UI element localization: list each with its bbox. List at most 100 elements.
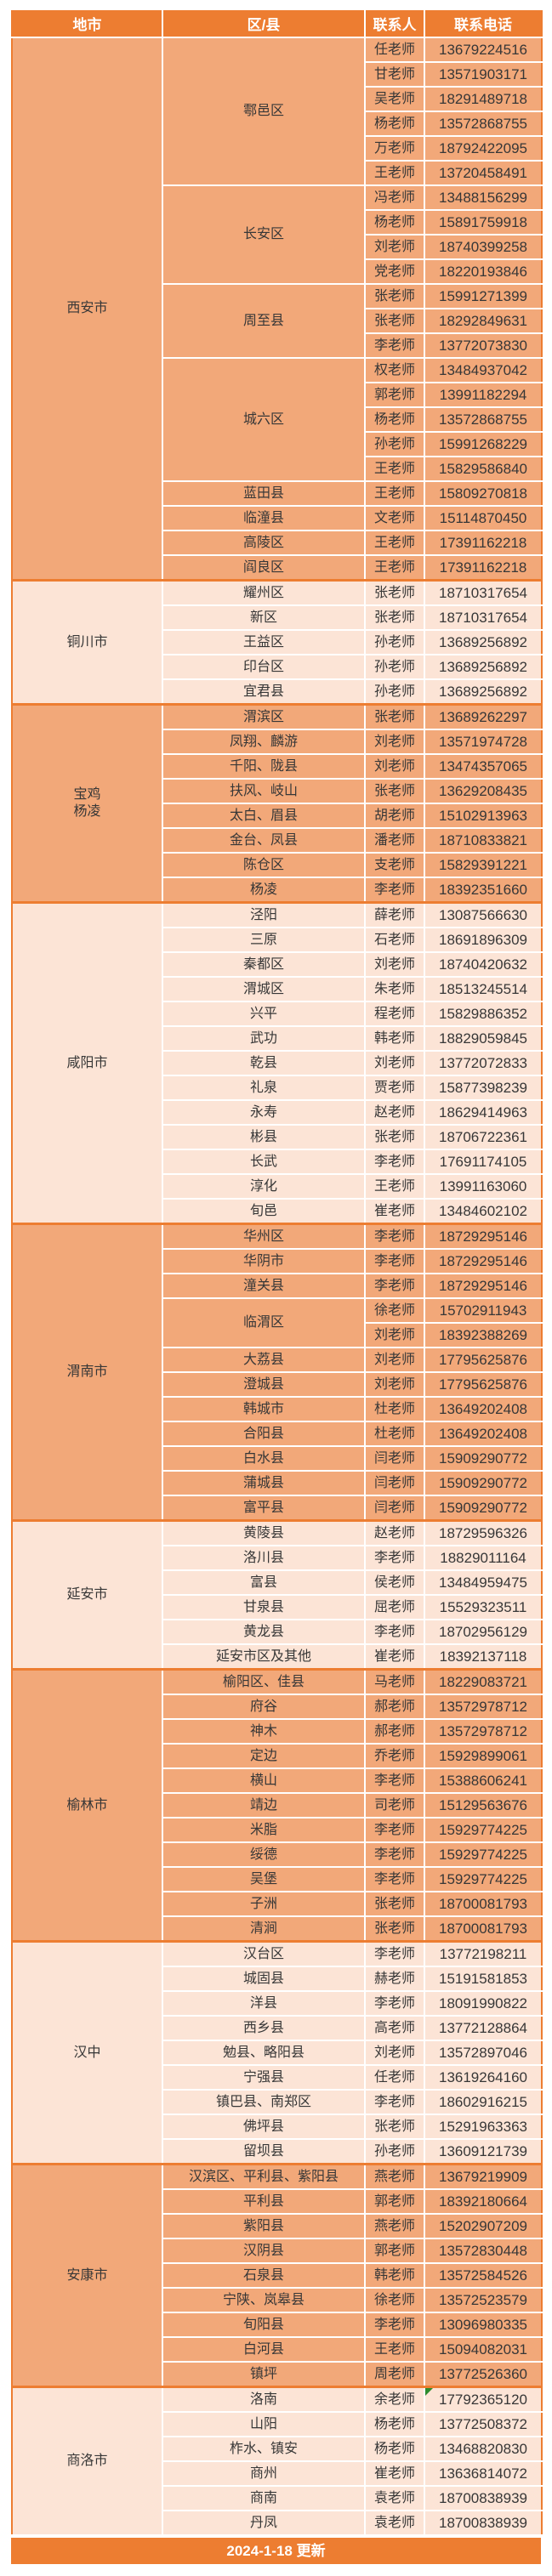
- phone-cell: 18729295146: [424, 1273, 543, 1299]
- contact-person-cell: 李老师: [364, 1866, 425, 1892]
- district-cell: 黄陵县: [162, 1519, 366, 1546]
- table-row: 武功 韩老师 18829059845: [12, 1025, 543, 1052]
- table-row: 洛川县 李老师 18829011164: [12, 1545, 543, 1571]
- header-cell-city: 地市: [11, 10, 163, 38]
- table-row: 凤翔、麟游 刘老师 13571974728: [12, 729, 543, 755]
- district-cell: 长武: [162, 1149, 366, 1175]
- table-row: 城固县 赫老师 15191581853: [12, 1966, 543, 1992]
- table-row: 扶风、岐山 张老师 13629208435: [12, 778, 543, 804]
- phone-cell: 13572978712: [424, 1694, 543, 1720]
- contact-person-cell: 甘老师: [364, 61, 425, 88]
- phone-cell: 18792422095: [424, 135, 543, 162]
- phone-number: 13488156299: [438, 189, 527, 206]
- phone-number: 18702956129: [438, 1623, 527, 1640]
- phone-number: 13649202408: [438, 1425, 527, 1442]
- phone-number: 15909290772: [438, 1499, 527, 1516]
- table-row: 清涧 张老师 18700081793: [12, 1915, 543, 1943]
- contact-person-cell: 孙老师: [364, 2138, 425, 2165]
- phone-number: 13772526360: [438, 2365, 527, 2382]
- phone-cell: 18700838939: [424, 2485, 543, 2511]
- contact-person-cell: 韩老师: [364, 2262, 425, 2289]
- phone-cell: 13991163060: [424, 1173, 543, 1200]
- contact-person-cell: 杨老师: [364, 111, 425, 137]
- table-row: 王老师 15829586840: [12, 456, 543, 482]
- phone-number: 15991268229: [438, 435, 527, 452]
- contact-person-cell: 崔老师: [364, 2460, 425, 2487]
- contact-person-cell: 李老师: [364, 2312, 425, 2338]
- phone-cell: 18740399258: [424, 234, 543, 260]
- phone-number: 13772073830: [438, 337, 527, 354]
- table-row: 党老师 18220193846: [12, 258, 543, 285]
- phone-number: 13609121739: [438, 2142, 527, 2159]
- phone-cell: 18291489718: [424, 86, 543, 112]
- table-row: 陈仓区 支老师 15829391221: [12, 852, 543, 878]
- table-row: 长安区 冯老师 13488156299: [12, 184, 543, 285]
- district-cell: 华州区: [162, 1223, 366, 1250]
- contact-person-cell: 冯老师: [364, 184, 425, 211]
- contact-person-cell: 袁老师: [364, 2510, 425, 2536]
- phone-number: 13689256892: [438, 633, 527, 650]
- phone-cell: 13572897046: [424, 2040, 543, 2066]
- table-row: 黄龙县 李老师 18702956129: [12, 1619, 543, 1645]
- table-row: 洋县 李老师 18091990822: [12, 1990, 543, 2017]
- phone-cell: 13572868755: [424, 111, 543, 137]
- table-row: 铜川市 耀州区 张老师 18710317654: [11, 579, 543, 706]
- phone-number: 13629208435: [438, 782, 527, 799]
- table-row: 商南 袁老师 18700838939: [12, 2485, 543, 2511]
- table-row: 潼关县 李老师 18729295146: [12, 1273, 543, 1299]
- phone-number: 18691896309: [438, 931, 527, 948]
- phone-cell: 13679219909: [424, 2163, 543, 2190]
- district-cell: 渭城区: [162, 976, 366, 1002]
- phone-number: 13572868755: [438, 115, 527, 132]
- phone-number: 18392137118: [439, 1648, 527, 1665]
- district-cell: 靖边: [162, 1792, 366, 1819]
- district-cell: 黄龙县: [162, 1619, 366, 1645]
- table-row: 靖边 司老师 15129563676: [12, 1792, 543, 1819]
- phone-cell: 13772508372: [424, 2411, 543, 2437]
- phone-cell: 18691896309: [424, 927, 543, 953]
- table-row: 临渭区 徐老师 15702911943: [12, 1297, 543, 1348]
- phone-cell: 18729596326: [424, 1519, 543, 1546]
- phone-cell: 15829391221: [424, 852, 543, 878]
- phone-cell: 13572868755: [424, 406, 543, 433]
- district-cell: 白河县: [162, 2336, 366, 2363]
- phone-number: 13572978712: [438, 1698, 527, 1715]
- contact-person-cell: 王老师: [364, 480, 425, 507]
- district-cell: 延安市区及其他: [162, 1643, 366, 1671]
- contact-person-cell: 刘老师: [364, 2040, 425, 2066]
- phone-number: 18292849631: [438, 312, 527, 329]
- phone-number: 17391162218: [439, 559, 527, 576]
- district-cell: 紫阳县: [162, 2213, 366, 2239]
- contact-person-cell: 王老师: [364, 1173, 425, 1200]
- phone-cell: 18629414963: [424, 1099, 543, 1126]
- phone-cell: 15929774225: [424, 1866, 543, 1892]
- phone-number: 13572523579: [438, 2291, 527, 2308]
- contact-person-cell: 王老师: [364, 2336, 425, 2363]
- phone-cell: 17795625876: [424, 1347, 543, 1373]
- phone-cell: 13488156299: [424, 184, 543, 211]
- phone-cell: 15929774225: [424, 1817, 543, 1843]
- table-row: 紫阳县 燕老师 15202907209: [12, 2213, 543, 2239]
- district-cell: 汉台区: [162, 1940, 366, 1967]
- phone-number: 18729596326: [438, 1524, 527, 1541]
- contact-person-cell: 闫老师: [364, 1470, 425, 1496]
- phone-cell: 13571974728: [424, 729, 543, 755]
- contact-person-cell: 杜老师: [364, 1396, 425, 1422]
- phone-cell: 13087566630: [424, 901, 543, 928]
- phone-number: 18829011164: [440, 1549, 526, 1566]
- table-row: 吴老师 18291489718: [12, 86, 543, 112]
- table-row: 淳化 王老师 13991163060: [12, 1173, 543, 1200]
- table-row: 新区 张老师 18710317654: [12, 604, 543, 631]
- contact-person-cell: 孙老师: [364, 678, 425, 706]
- contact-person-cell: 刘老师: [364, 1050, 425, 1076]
- contact-person-cell: 张老师: [364, 308, 425, 334]
- contact-person-cell: 孙老师: [364, 629, 425, 655]
- contact-person-cell: 党老师: [364, 258, 425, 285]
- district-cell: 旬阳县: [162, 2312, 366, 2338]
- contact-person-cell: 郝老师: [364, 1694, 425, 1720]
- contact-person-cell: 吴老师: [364, 86, 425, 112]
- contact-person-cell: 燕老师: [364, 2213, 425, 2239]
- phone-cell: 17391162218: [424, 530, 543, 556]
- district-cell: 宜君县: [162, 678, 366, 706]
